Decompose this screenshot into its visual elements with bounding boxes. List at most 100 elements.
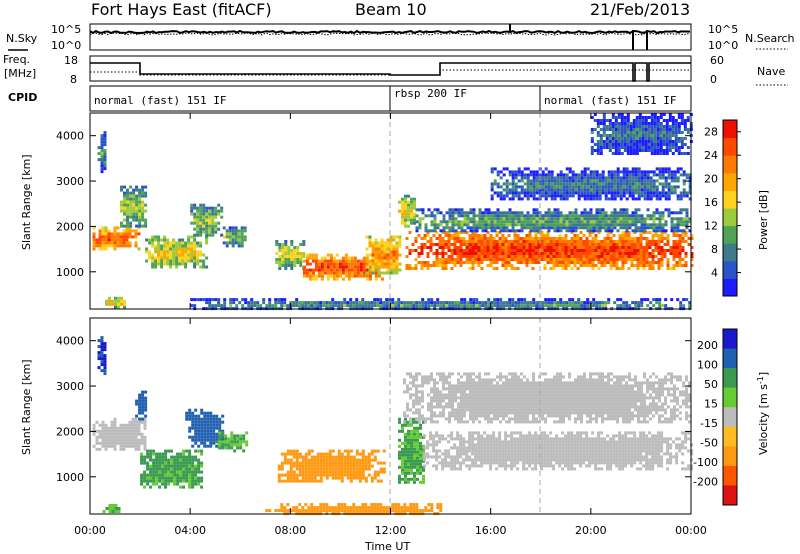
- data-cell: [289, 476, 293, 480]
- data-cell: [486, 246, 490, 249]
- data-cell: [355, 473, 359, 477]
- data-cell: [380, 265, 384, 269]
- data-cell: [200, 449, 204, 453]
- data-cell: [616, 170, 620, 174]
- data-cell: [122, 432, 126, 436]
- data-cell: [404, 200, 407, 204]
- data-cell: [647, 122, 651, 125]
- data-cell: [302, 274, 306, 278]
- data-cell: [160, 256, 164, 260]
- data-cell: [580, 217, 584, 221]
- data-cell: [380, 244, 384, 248]
- data-cell: [332, 262, 336, 266]
- data-cell: [667, 211, 671, 215]
- data-cell: [544, 226, 548, 230]
- data-cell: [413, 221, 416, 225]
- data-cell: [486, 249, 490, 252]
- data-cell: [413, 471, 416, 475]
- data-cell: [191, 479, 195, 483]
- data-cell: [640, 173, 644, 177]
- data-cell: [107, 441, 111, 445]
- data-cell: [143, 461, 147, 465]
- data-cell: [631, 194, 635, 198]
- data-cell: [343, 461, 347, 465]
- data-cell: [416, 471, 419, 475]
- data-cell: [511, 179, 515, 183]
- data-cell: [650, 128, 654, 131]
- data-cell: [471, 264, 475, 267]
- data-cell: [626, 140, 630, 143]
- data-cell: [331, 455, 335, 459]
- data-cell: [358, 458, 362, 462]
- data-cell: [110, 426, 114, 430]
- data-cell: [504, 261, 508, 264]
- data-cell: [655, 167, 659, 171]
- data-cell: [618, 267, 622, 270]
- data-cell: [361, 304, 365, 308]
- data-cell: [639, 252, 643, 255]
- data-cell: [568, 304, 572, 308]
- data-cell: [113, 417, 117, 421]
- data-cell: [107, 244, 111, 248]
- data-cell: [526, 185, 530, 189]
- data-cell: [95, 241, 99, 245]
- data-cell: [408, 249, 412, 252]
- data-cell: [193, 253, 197, 257]
- data-cell: [577, 194, 581, 198]
- data-cell: [410, 471, 413, 475]
- data-cell: [579, 240, 583, 243]
- data-cell: [141, 215, 145, 219]
- data-cell: [601, 188, 605, 192]
- data-cell: [680, 152, 684, 155]
- data-cell: [613, 220, 617, 224]
- data-cell: [544, 191, 548, 195]
- data-cell: [114, 296, 117, 300]
- data-cell: [505, 223, 509, 227]
- data-cell: [683, 122, 687, 125]
- data-cell: [645, 246, 649, 249]
- data-cell: [376, 298, 380, 302]
- data-cell: [278, 258, 282, 261]
- data-cell: [230, 443, 234, 447]
- data-cell: [513, 234, 517, 237]
- data-cell: [665, 137, 669, 140]
- data-cell: [645, 237, 649, 240]
- data-cell: [302, 271, 306, 275]
- data-cell: [565, 226, 569, 230]
- data-cell: [469, 301, 473, 305]
- data-cell: [477, 243, 481, 246]
- data-cell: [368, 259, 372, 263]
- data-cell: [365, 256, 369, 260]
- data-cell: [649, 197, 653, 201]
- data-cell: [194, 470, 198, 474]
- data-cell: [573, 237, 577, 240]
- data-cell: [167, 470, 171, 474]
- data-cell: [92, 235, 96, 239]
- data-cell: [344, 274, 348, 278]
- data-cell: [665, 152, 669, 155]
- data-cell: [326, 262, 330, 266]
- data-cell: [196, 298, 200, 302]
- data-cell: [100, 140, 104, 144]
- data-cell: [514, 214, 518, 218]
- data-cell: [668, 128, 672, 131]
- data-cell: [125, 232, 129, 236]
- data-cell: [501, 258, 505, 261]
- data-cell: [205, 218, 209, 222]
- data-cell: [194, 455, 198, 459]
- data-cell: [181, 253, 185, 257]
- data-cell: [598, 185, 602, 189]
- data-cell: [523, 173, 527, 177]
- data-cell: [146, 452, 150, 456]
- data-cell: [655, 223, 659, 227]
- data-cell: [639, 246, 643, 249]
- data-cell: [520, 217, 524, 221]
- data-cell: [571, 188, 575, 192]
- data-cell: [631, 217, 635, 221]
- data-cell: [193, 206, 197, 210]
- data-cell: [499, 211, 503, 215]
- data-cell: [197, 414, 201, 418]
- data-cell: [459, 237, 463, 240]
- data-cell: [199, 265, 203, 269]
- data-cell: [292, 473, 296, 477]
